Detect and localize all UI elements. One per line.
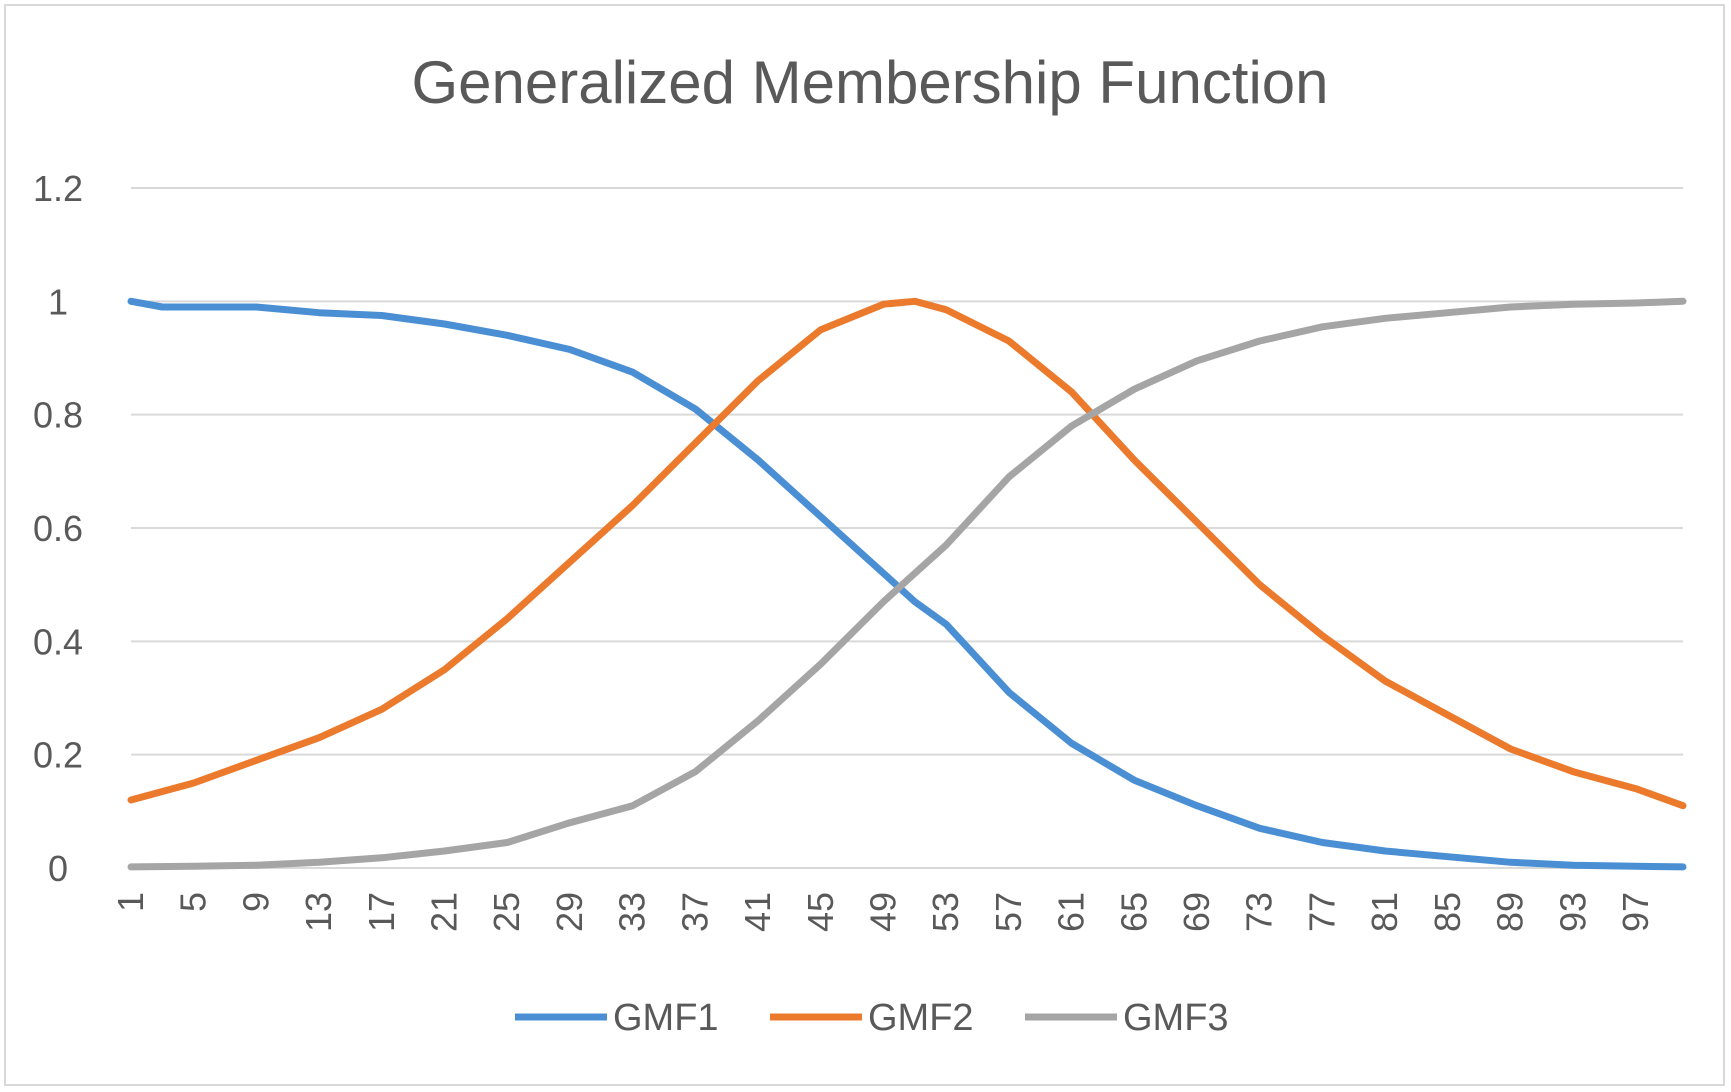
x-tick-label: 9 — [235, 892, 276, 912]
y-tick-label: 0.8 — [33, 395, 83, 436]
legend: GMF1 GMF2 GMF3 — [515, 997, 1229, 1039]
x-tick-label: 53 — [925, 892, 966, 932]
x-tick-label: 89 — [1490, 892, 1531, 932]
series-lines — [127, 297, 1687, 871]
x-tick-label: 73 — [1239, 892, 1280, 932]
x-tick-label: 29 — [549, 892, 590, 932]
series-line-gmf1 — [127, 297, 1687, 871]
y-axis-ticks: 0 0.2 0.4 0.6 0.8 1 1.2 — [33, 168, 83, 889]
x-tick-label: 49 — [862, 892, 903, 932]
y-tick-label: 0.6 — [33, 508, 83, 549]
x-tick-label: 21 — [424, 892, 465, 932]
gridlines — [131, 187, 1683, 869]
chart-frame — [4, 4, 1725, 1086]
x-tick-label: 97 — [1615, 892, 1656, 932]
x-tick-label: 61 — [1051, 892, 1092, 932]
x-tick-label: 37 — [674, 892, 715, 932]
y-tick-label: 0.4 — [33, 621, 83, 662]
y-tick-label: 1.2 — [33, 168, 83, 209]
chart-title: Generalized Membership Function — [411, 49, 1328, 116]
x-tick-label: 17 — [361, 892, 402, 932]
series-line-gmf3 — [127, 297, 1687, 871]
x-tick-label: 5 — [173, 892, 214, 912]
x-tick-label: 65 — [1113, 892, 1154, 932]
legend-label-gmf3: GMF3 — [1123, 997, 1229, 1039]
x-tick-label: 57 — [988, 892, 1029, 932]
x-tick-label: 81 — [1364, 892, 1405, 932]
series-line-gmf2 — [127, 297, 1687, 810]
x-tick-label: 45 — [800, 892, 841, 932]
x-axis-ticks: 1 5 9 13 17 21 25 29 33 37 41 45 49 53 57 61 65 69 73 77 81 8… — [110, 892, 1656, 932]
x-tick-label: 1 — [110, 892, 151, 912]
x-tick-label: 85 — [1427, 892, 1468, 932]
x-tick-label: 13 — [298, 892, 339, 932]
x-tick-label: 41 — [737, 892, 778, 932]
y-tick-label: 0 — [48, 848, 68, 889]
legend-label-gmf2: GMF2 — [868, 997, 974, 1039]
x-tick-label: 25 — [486, 892, 527, 932]
x-tick-label: 93 — [1552, 892, 1593, 932]
x-tick-label: 33 — [612, 892, 653, 932]
x-tick-label: 77 — [1301, 892, 1342, 932]
y-tick-label: 0.2 — [33, 735, 83, 776]
x-tick-label: 69 — [1176, 892, 1217, 932]
y-tick-label: 1 — [48, 281, 68, 322]
legend-label-gmf1: GMF1 — [613, 997, 719, 1039]
